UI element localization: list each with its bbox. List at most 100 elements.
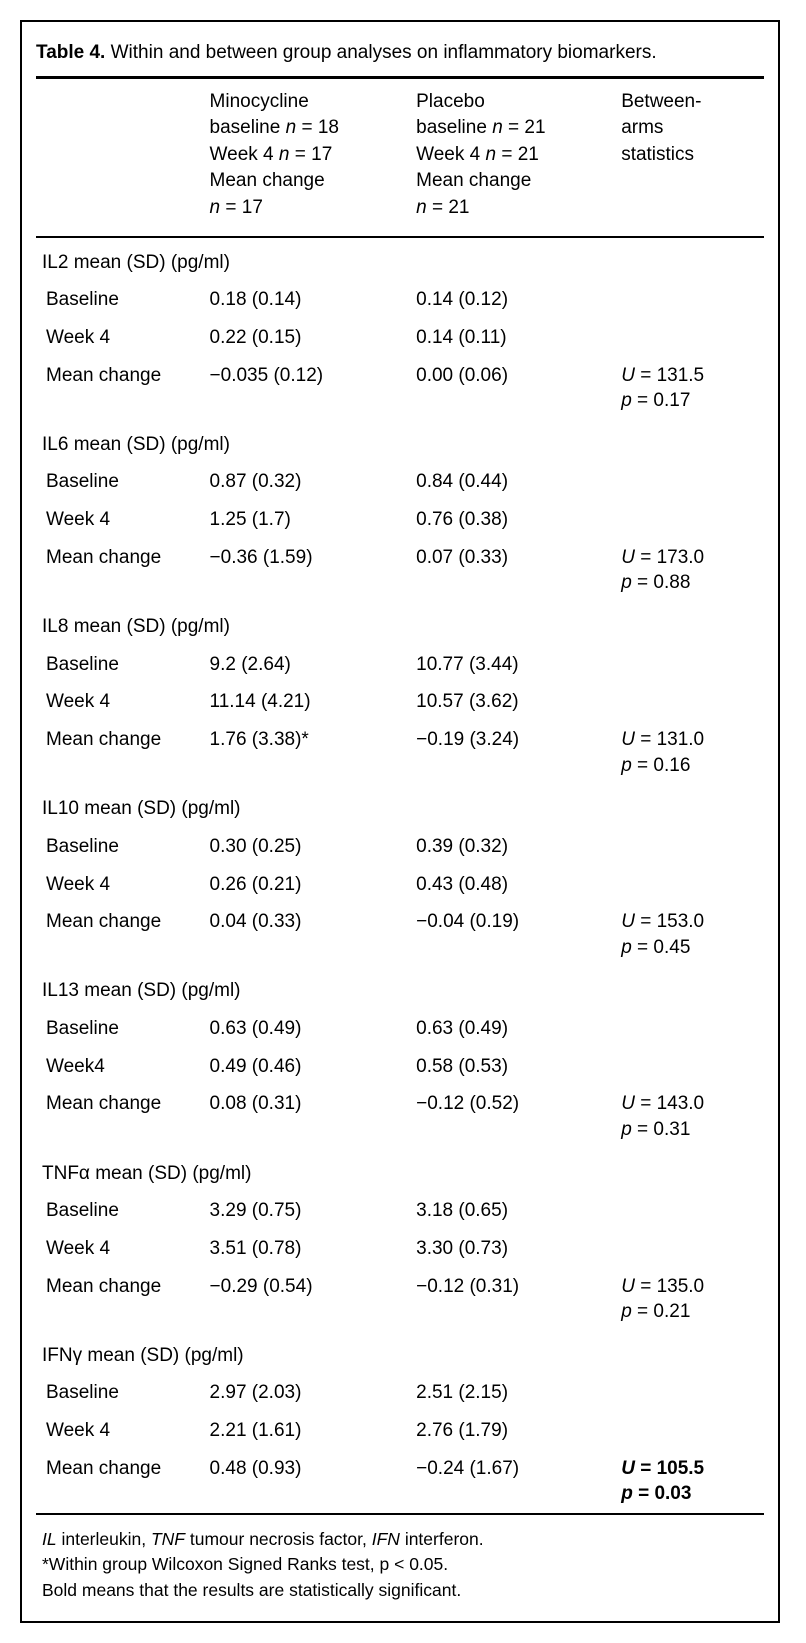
header-col-empty [36, 77, 204, 236]
value-placebo: 0.14 (0.11) [410, 319, 615, 357]
value-between-stats [615, 463, 764, 501]
row-label: Mean change [36, 539, 204, 602]
row-label: Baseline [36, 646, 204, 684]
value-minocycline: −0.035 (0.12) [204, 357, 411, 420]
table-frame: Table 4. Within and between group analys… [20, 20, 780, 1623]
table-row: Baseline9.2 (2.64)10.77 (3.44) [36, 646, 764, 684]
value-between-stats [615, 828, 764, 866]
value-placebo: 0.14 (0.12) [410, 281, 615, 319]
header-row: Minocyclinebaseline n = 18Week 4 n = 17M… [36, 77, 764, 236]
value-minocycline: 0.49 (0.46) [204, 1048, 411, 1086]
value-placebo: −0.04 (0.19) [410, 903, 615, 966]
header-col-minocycline: Minocyclinebaseline n = 18Week 4 n = 17M… [204, 77, 411, 236]
table-row: Mean change−0.36 (1.59)0.07 (0.33)U = 17… [36, 539, 764, 602]
value-between-stats: U = 173.0p = 0.88 [615, 539, 764, 602]
table-row: Baseline0.87 (0.32)0.84 (0.44) [36, 463, 764, 501]
row-label: Baseline [36, 1374, 204, 1412]
row-label: Week 4 [36, 1230, 204, 1268]
table-row: Mean change0.08 (0.31)−0.12 (0.52)U = 14… [36, 1085, 764, 1148]
section-header-row: TNFα mean (SD) (pg/ml) [36, 1149, 764, 1193]
value-minocycline: 0.30 (0.25) [204, 828, 411, 866]
table-row: Baseline2.97 (2.03)2.51 (2.15) [36, 1374, 764, 1412]
table-body: IL2 mean (SD) (pg/ml)Baseline0.18 (0.14)… [36, 237, 764, 1514]
section-title: IL2 mean (SD) (pg/ml) [36, 237, 764, 282]
table-row: Mean change−0.29 (0.54)−0.12 (0.31)U = 1… [36, 1268, 764, 1331]
value-minocycline: 1.76 (3.38)* [204, 721, 411, 784]
value-between-stats: U = 153.0p = 0.45 [615, 903, 764, 966]
value-between-stats: U = 143.0p = 0.31 [615, 1085, 764, 1148]
table-row: Week 411.14 (4.21)10.57 (3.62) [36, 683, 764, 721]
value-between-stats: U = 131.0p = 0.16 [615, 721, 764, 784]
value-between-stats: U = 131.5p = 0.17 [615, 357, 764, 420]
row-label: Mean change [36, 1085, 204, 1148]
value-placebo: 0.76 (0.38) [410, 501, 615, 539]
row-label: Mean change [36, 357, 204, 420]
value-placebo: 0.00 (0.06) [410, 357, 615, 420]
section-title: IL6 mean (SD) (pg/ml) [36, 420, 764, 464]
table-row: Baseline0.18 (0.14)0.14 (0.12) [36, 281, 764, 319]
table-row: Week 42.21 (1.61)2.76 (1.79) [36, 1412, 764, 1450]
table-caption-text: Within and between group analyses on inf… [111, 42, 657, 63]
table-row: Week 40.22 (0.15)0.14 (0.11) [36, 319, 764, 357]
value-minocycline: 1.25 (1.7) [204, 501, 411, 539]
value-minocycline: −0.36 (1.59) [204, 539, 411, 602]
table-row: Week 40.26 (0.21)0.43 (0.48) [36, 866, 764, 904]
row-label: Week 4 [36, 683, 204, 721]
table-row: Mean change−0.035 (0.12)0.00 (0.06)U = 1… [36, 357, 764, 420]
row-label: Mean change [36, 721, 204, 784]
header-col-placebo: Placebobaseline n = 21Week 4 n = 21Mean … [410, 77, 615, 236]
value-between-stats [615, 1412, 764, 1450]
header-col-between: Between-armsstatistics [615, 77, 764, 236]
row-label: Mean change [36, 1450, 204, 1514]
value-between-stats [615, 1230, 764, 1268]
section-title: IL13 mean (SD) (pg/ml) [36, 966, 764, 1010]
table-row: Mean change0.04 (0.33)−0.04 (0.19)U = 15… [36, 903, 764, 966]
section-title: IL8 mean (SD) (pg/ml) [36, 602, 764, 646]
value-minocycline: 3.29 (0.75) [204, 1192, 411, 1230]
row-label: Baseline [36, 1010, 204, 1048]
section-title: TNFα mean (SD) (pg/ml) [36, 1149, 764, 1193]
value-minocycline: 0.63 (0.49) [204, 1010, 411, 1048]
section-header-row: IL6 mean (SD) (pg/ml) [36, 420, 764, 464]
table-row: Week 43.51 (0.78)3.30 (0.73) [36, 1230, 764, 1268]
row-label: Baseline [36, 463, 204, 501]
footnote-wilcoxon: *Within group Wilcoxon Signed Ranks test… [42, 1552, 758, 1577]
value-minocycline: 0.04 (0.33) [204, 903, 411, 966]
value-between-stats [615, 1048, 764, 1086]
value-minocycline: 0.22 (0.15) [204, 319, 411, 357]
row-label: Mean change [36, 903, 204, 966]
table-row: Baseline0.30 (0.25)0.39 (0.32) [36, 828, 764, 866]
value-minocycline: 0.08 (0.31) [204, 1085, 411, 1148]
table-row: Baseline0.63 (0.49)0.63 (0.49) [36, 1010, 764, 1048]
value-between-stats [615, 501, 764, 539]
value-minocycline: 3.51 (0.78) [204, 1230, 411, 1268]
value-between-stats: U = 135.0p = 0.21 [615, 1268, 764, 1331]
table-row: Baseline3.29 (0.75)3.18 (0.65) [36, 1192, 764, 1230]
value-minocycline: 0.48 (0.93) [204, 1450, 411, 1514]
biomarker-table: Minocyclinebaseline n = 18Week 4 n = 17M… [36, 76, 764, 1608]
value-placebo: 10.77 (3.44) [410, 646, 615, 684]
section-header-row: IL13 mean (SD) (pg/ml) [36, 966, 764, 1010]
value-between-stats [615, 1374, 764, 1412]
value-minocycline: 9.2 (2.64) [204, 646, 411, 684]
value-minocycline: 0.18 (0.14) [204, 281, 411, 319]
row-label: Week 4 [36, 501, 204, 539]
value-placebo: −0.19 (3.24) [410, 721, 615, 784]
table-row: Week 41.25 (1.7)0.76 (0.38) [36, 501, 764, 539]
footnote-bold: Bold means that the results are statisti… [42, 1578, 758, 1603]
value-placebo: 2.51 (2.15) [410, 1374, 615, 1412]
row-label: Baseline [36, 828, 204, 866]
value-placebo: 10.57 (3.62) [410, 683, 615, 721]
value-between-stats [615, 1192, 764, 1230]
row-label: Week4 [36, 1048, 204, 1086]
section-title: IL10 mean (SD) (pg/ml) [36, 784, 764, 828]
table-row: Week40.49 (0.46)0.58 (0.53) [36, 1048, 764, 1086]
section-header-row: IL10 mean (SD) (pg/ml) [36, 784, 764, 828]
row-label: Week 4 [36, 866, 204, 904]
table-row: Mean change0.48 (0.93)−0.24 (1.67)U = 10… [36, 1450, 764, 1514]
value-between-stats [615, 683, 764, 721]
value-placebo: 0.63 (0.49) [410, 1010, 615, 1048]
row-label: Mean change [36, 1268, 204, 1331]
table-label: Table 4. [36, 42, 105, 63]
table-row: Mean change1.76 (3.38)*−0.19 (3.24)U = 1… [36, 721, 764, 784]
